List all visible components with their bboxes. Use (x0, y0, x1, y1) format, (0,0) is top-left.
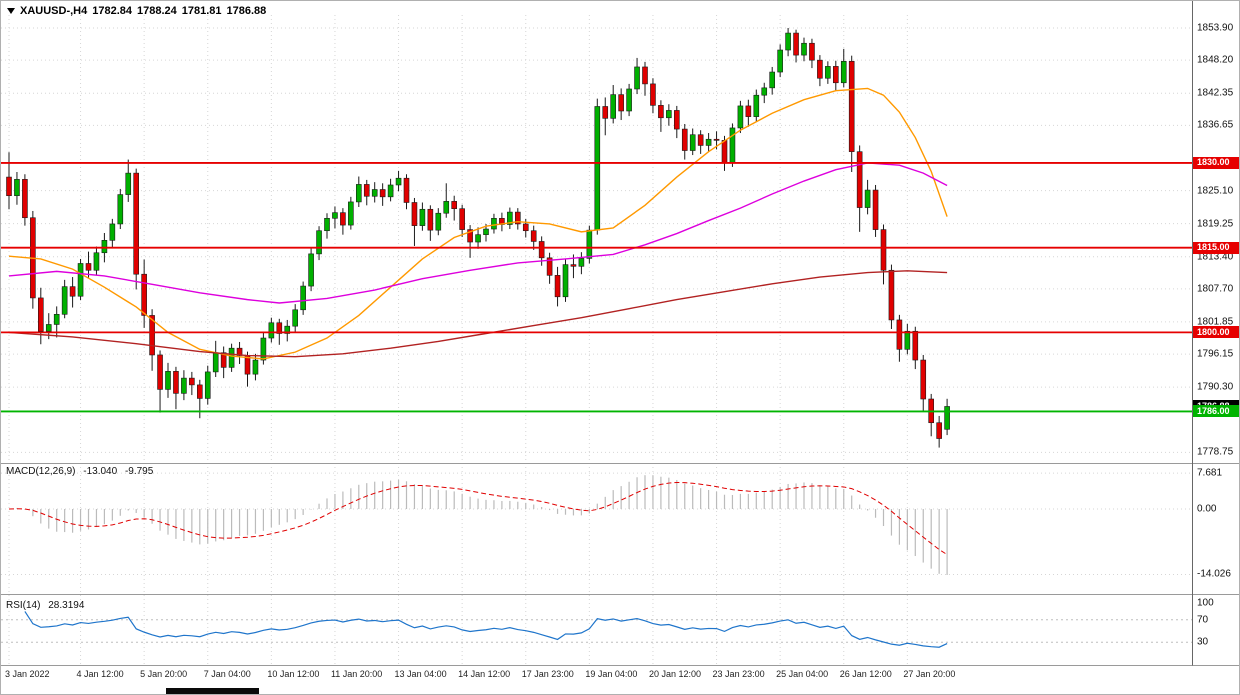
moving-averages-layer (8, 87, 948, 360)
rsi-value: 28.3194 (48, 600, 85, 611)
horizontal-lines-layer (1, 162, 1192, 413)
ma-magenta-mid (8, 162, 948, 304)
macd-name-label: MACD(12,26,9) (6, 466, 76, 477)
chart-shift-icon (7, 8, 15, 14)
high-value: 1788.24 (137, 5, 177, 17)
open-value: 1782.84 (92, 5, 132, 17)
candles-layer (6, 27, 950, 448)
rsi-name-label: RSI(14) (6, 600, 41, 611)
macd-main-value: -13.040 (83, 466, 118, 477)
rsi-line (24, 611, 948, 648)
close-value: 1786.88 (226, 5, 267, 17)
chart-title: XAUUSD-,H4 1782.84 1788.24 1781.81 1786.… (7, 5, 266, 17)
macd-panel (1, 472, 1192, 575)
taskbar-fragment (166, 688, 259, 694)
ma-orange-fast (8, 87, 948, 360)
macd-signal-line (8, 481, 948, 556)
panel-separators (1, 1, 1239, 666)
macd-label-row: MACD(12,26,9) -13.040 -9.795 (6, 466, 158, 477)
rsi-label-row: RSI(14) 28.3194 (6, 600, 89, 611)
rsi-panel (1, 611, 1192, 648)
macd-signal-value: -9.795 (124, 466, 154, 477)
grid-layer (1, 15, 1192, 666)
symbol-timeframe-label: XAUUSD-,H4 (20, 5, 88, 17)
ma-darkred-slow (8, 270, 948, 358)
low-value: 1781.81 (181, 5, 222, 17)
